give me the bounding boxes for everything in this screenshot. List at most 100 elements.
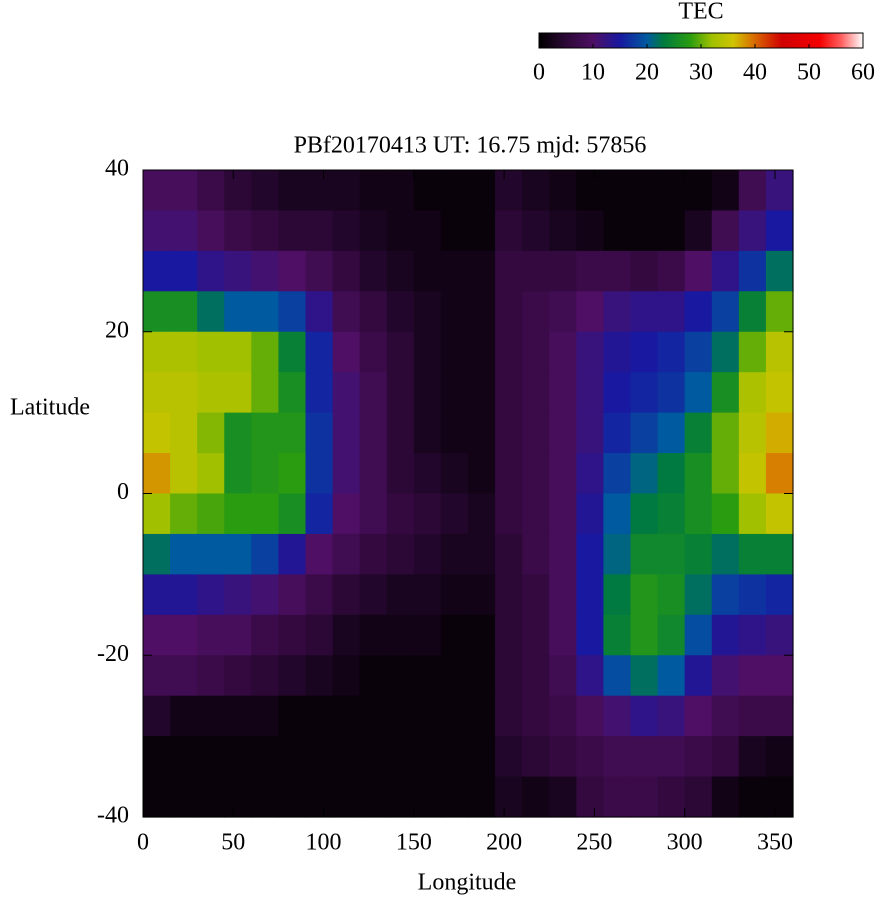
heat-cell bbox=[549, 695, 577, 737]
heat-cell bbox=[630, 250, 659, 292]
heat-cell bbox=[657, 533, 686, 575]
heat-cell bbox=[332, 614, 361, 656]
heat-cell bbox=[251, 210, 280, 252]
heat-cell bbox=[251, 493, 280, 535]
heat-cell bbox=[495, 331, 523, 373]
heat-cell bbox=[197, 291, 225, 333]
heat-cell bbox=[170, 776, 198, 818]
heat-cell bbox=[386, 493, 415, 535]
heat-cell bbox=[738, 695, 767, 737]
heat-cell bbox=[278, 655, 307, 697]
heat-cell bbox=[657, 695, 686, 737]
heat-cell bbox=[170, 736, 198, 778]
heat-cell bbox=[549, 655, 577, 697]
heat-cell bbox=[305, 210, 334, 252]
heat-cell bbox=[359, 453, 388, 495]
heat-cell bbox=[224, 533, 252, 575]
heat-cell bbox=[603, 574, 632, 616]
heat-cell bbox=[765, 412, 794, 454]
heat-cell bbox=[197, 574, 225, 616]
heat-cell bbox=[278, 776, 307, 818]
heat-cell bbox=[549, 776, 577, 818]
heat-cell bbox=[278, 372, 307, 414]
heat-cell bbox=[143, 210, 171, 252]
heat-cell bbox=[684, 331, 713, 373]
colorbar-tick-label: 30 bbox=[689, 60, 713, 86]
heat-cell bbox=[332, 170, 361, 212]
heat-cell bbox=[305, 291, 334, 333]
heat-cell bbox=[576, 776, 605, 818]
heat-cell bbox=[386, 695, 415, 737]
heat-cell bbox=[765, 453, 794, 495]
heat-cell bbox=[305, 736, 334, 778]
heat-cell bbox=[386, 574, 415, 616]
heat-cell bbox=[495, 736, 523, 778]
heat-cell bbox=[305, 453, 334, 495]
heat-cell bbox=[251, 170, 280, 212]
heat-cell bbox=[657, 614, 686, 656]
heat-cell bbox=[413, 776, 442, 818]
heat-cell bbox=[413, 331, 442, 373]
heat-cell bbox=[603, 170, 632, 212]
heat-cell bbox=[549, 614, 577, 656]
heat-cell bbox=[224, 736, 252, 778]
heat-cell bbox=[224, 453, 252, 495]
heat-cell bbox=[576, 695, 605, 737]
colorbar-tick-label: 0 bbox=[533, 60, 545, 86]
heat-cell bbox=[630, 736, 659, 778]
heat-cell bbox=[170, 695, 198, 737]
heat-cell bbox=[549, 372, 577, 414]
heat-cell bbox=[440, 695, 469, 737]
heat-cell bbox=[495, 372, 523, 414]
heat-cell bbox=[332, 574, 361, 616]
heat-cell bbox=[224, 291, 252, 333]
heat-cell bbox=[711, 776, 740, 818]
heat-cell bbox=[386, 453, 415, 495]
heat-cell bbox=[143, 776, 171, 818]
heat-cell bbox=[413, 372, 442, 414]
heat-cell bbox=[468, 250, 496, 292]
heat-cell bbox=[657, 574, 686, 616]
heat-cell bbox=[657, 412, 686, 454]
heat-cell bbox=[468, 736, 496, 778]
heat-cell bbox=[495, 453, 523, 495]
heat-cell bbox=[413, 736, 442, 778]
heat-cell bbox=[657, 493, 686, 535]
heat-cell bbox=[278, 412, 307, 454]
heat-cell bbox=[359, 614, 388, 656]
heat-cell bbox=[603, 695, 632, 737]
heat-cell bbox=[143, 291, 171, 333]
heat-cell bbox=[440, 614, 469, 656]
heat-cell bbox=[657, 250, 686, 292]
heat-cell bbox=[251, 291, 280, 333]
y-axis-label: Latitude bbox=[10, 395, 90, 421]
heat-cell bbox=[549, 736, 577, 778]
heat-cell bbox=[197, 250, 225, 292]
heat-cell bbox=[738, 412, 767, 454]
heat-cell bbox=[657, 776, 686, 818]
heat-cell bbox=[549, 533, 577, 575]
heat-cell bbox=[332, 695, 361, 737]
heat-cell bbox=[711, 291, 740, 333]
heat-cell bbox=[224, 170, 252, 212]
heat-cell bbox=[630, 372, 659, 414]
x-tick-label: 300 bbox=[667, 830, 703, 856]
heat-cell bbox=[738, 776, 767, 818]
heat-cell bbox=[495, 533, 523, 575]
heat-cell bbox=[224, 331, 252, 373]
heat-cell bbox=[549, 574, 577, 616]
heat-cell bbox=[684, 655, 713, 697]
heat-cell bbox=[197, 453, 225, 495]
heat-cell bbox=[711, 331, 740, 373]
heat-cell bbox=[765, 614, 794, 656]
heat-cell bbox=[359, 331, 388, 373]
heat-cell bbox=[170, 574, 198, 616]
heat-cell bbox=[251, 695, 280, 737]
heat-cell bbox=[143, 331, 171, 373]
heat-cell bbox=[576, 453, 605, 495]
heat-cell bbox=[197, 614, 225, 656]
heat-cell bbox=[711, 736, 740, 778]
heat-cell bbox=[711, 170, 740, 212]
heat-cell bbox=[224, 655, 252, 697]
heat-cell bbox=[386, 331, 415, 373]
